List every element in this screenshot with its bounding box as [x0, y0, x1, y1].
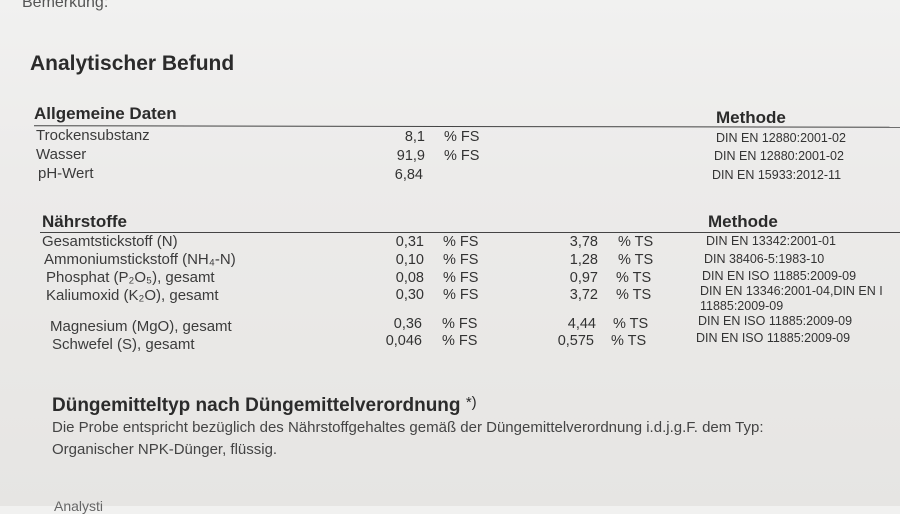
nutrient-row-ts-unit: % TS: [618, 234, 654, 250]
nutrient-row-ts-unit: % TS: [616, 287, 652, 303]
nutrient-row-method: DIN EN 13342:2001-01: [706, 234, 836, 248]
nutrient-row-ts-value: 3,78: [569, 234, 598, 250]
general-row-fs-value: 91,9: [396, 148, 425, 164]
nutrient-row-fs-value: 0,08: [395, 270, 424, 286]
general-row-fs-unit: % FS: [444, 148, 480, 164]
nutrient-row-ts-value: 3,72: [569, 287, 598, 303]
nutrient-row-fs-unit: % FS: [442, 316, 478, 332]
general-row-method: DIN EN 12880:2001-02: [714, 149, 844, 163]
nutrient-row-method: DIN EN ISO 11885:2009-09: [696, 331, 851, 345]
general-row-method: DIN EN 12880:2001-02: [716, 131, 846, 145]
nutrient-row-fs-value: 0,10: [395, 252, 424, 268]
nutrient-row-method: DIN 38406-5:1983-10: [704, 252, 825, 266]
nutrient-row-ts-unit: % TS: [611, 333, 647, 349]
fertilizer-type-footnote-mark: *): [465, 394, 477, 411]
nutrient-row-ts-value: 0,97: [569, 270, 598, 286]
fertilizer-type-description: Die Probe entspricht bezüglich des Nährs…: [52, 419, 764, 436]
remark-label: Bemerkung:: [22, 0, 109, 11]
nutrient-row-ts-value: 4,44: [567, 316, 596, 332]
nutrient-row-method-continued: 11885:2009-09: [700, 299, 784, 313]
nutrient-row-label: Ammoniumstickstoff (NH₄-N): [44, 251, 236, 268]
footer-cut-text: Analysti: [54, 498, 104, 514]
nutrient-row-label: Gesamtstickstoff (N): [42, 233, 178, 250]
general-row-fs-value: 8,1: [404, 129, 425, 145]
nutrient-row-label: Kaliumoxid (K₂O), gesamt: [46, 287, 219, 304]
nutrient-row-method: DIN EN ISO 11885:2009-09: [698, 314, 853, 328]
fertilizer-type-value: Organischer NPK-Dünger, flüssig.: [52, 441, 278, 458]
general-method-heading: Methode: [716, 108, 786, 127]
general-divider: [33, 125, 900, 128]
nutrient-row-method: DIN EN ISO 11885:2009-09: [702, 269, 857, 283]
nutrient-row-label: Phosphat (P₂O₅), gesamt: [46, 269, 215, 286]
general-row-label: Trockensubstanz: [36, 127, 150, 144]
nutrients-divider: [40, 232, 900, 233]
nutrient-row-fs-value: 0,30: [395, 287, 424, 303]
nutrient-row-fs-value: 0,046: [385, 333, 422, 349]
general-row-label: Wasser: [36, 146, 87, 163]
general-row-fs-value: 6,84: [394, 167, 423, 183]
nutrient-row-ts-value: 0,575: [557, 333, 594, 349]
nutrient-row-fs-unit: % FS: [443, 252, 479, 268]
nutrient-row-fs-value: 0,36: [393, 316, 422, 332]
nutrients-method-heading: Methode: [708, 212, 778, 231]
nutrients-heading: Nährstoffe: [42, 212, 128, 231]
section-title: Analytischer Befund: [30, 52, 235, 75]
nutrient-row-label: Schwefel (S), gesamt: [52, 336, 195, 353]
fertilizer-type-title-text: Düngemitteltyp nach Düngemittelverordnun…: [52, 395, 461, 416]
general-heading: Allgemeine Daten: [34, 104, 177, 123]
nutrient-row-ts-unit: % TS: [616, 270, 652, 286]
nutrient-row-ts-value: 1,28: [569, 252, 598, 268]
nutrient-row-fs-unit: % FS: [442, 333, 478, 349]
fertilizer-type-title: Düngemitteltyp nach Düngemittelverordnun…: [52, 394, 477, 417]
nutrient-row-fs-unit: % FS: [443, 270, 479, 286]
nutrient-row-ts-unit: % TS: [618, 252, 654, 268]
nutrient-row-fs-value: 0,31: [395, 234, 424, 250]
nutrient-row-fs-unit: % FS: [443, 287, 479, 303]
general-row-fs-unit: % FS: [444, 129, 480, 145]
nutrient-row-method: DIN EN 13346:2001-04,DIN EN I: [700, 284, 883, 298]
general-row-label: pH-Wert: [38, 165, 94, 182]
nutrient-row-fs-unit: % FS: [443, 234, 479, 250]
general-row-method: DIN EN 15933:2012-11: [712, 168, 842, 182]
nutrient-row-ts-unit: % TS: [613, 316, 649, 332]
nutrient-row-label: Magnesium (MgO), gesamt: [50, 318, 232, 335]
